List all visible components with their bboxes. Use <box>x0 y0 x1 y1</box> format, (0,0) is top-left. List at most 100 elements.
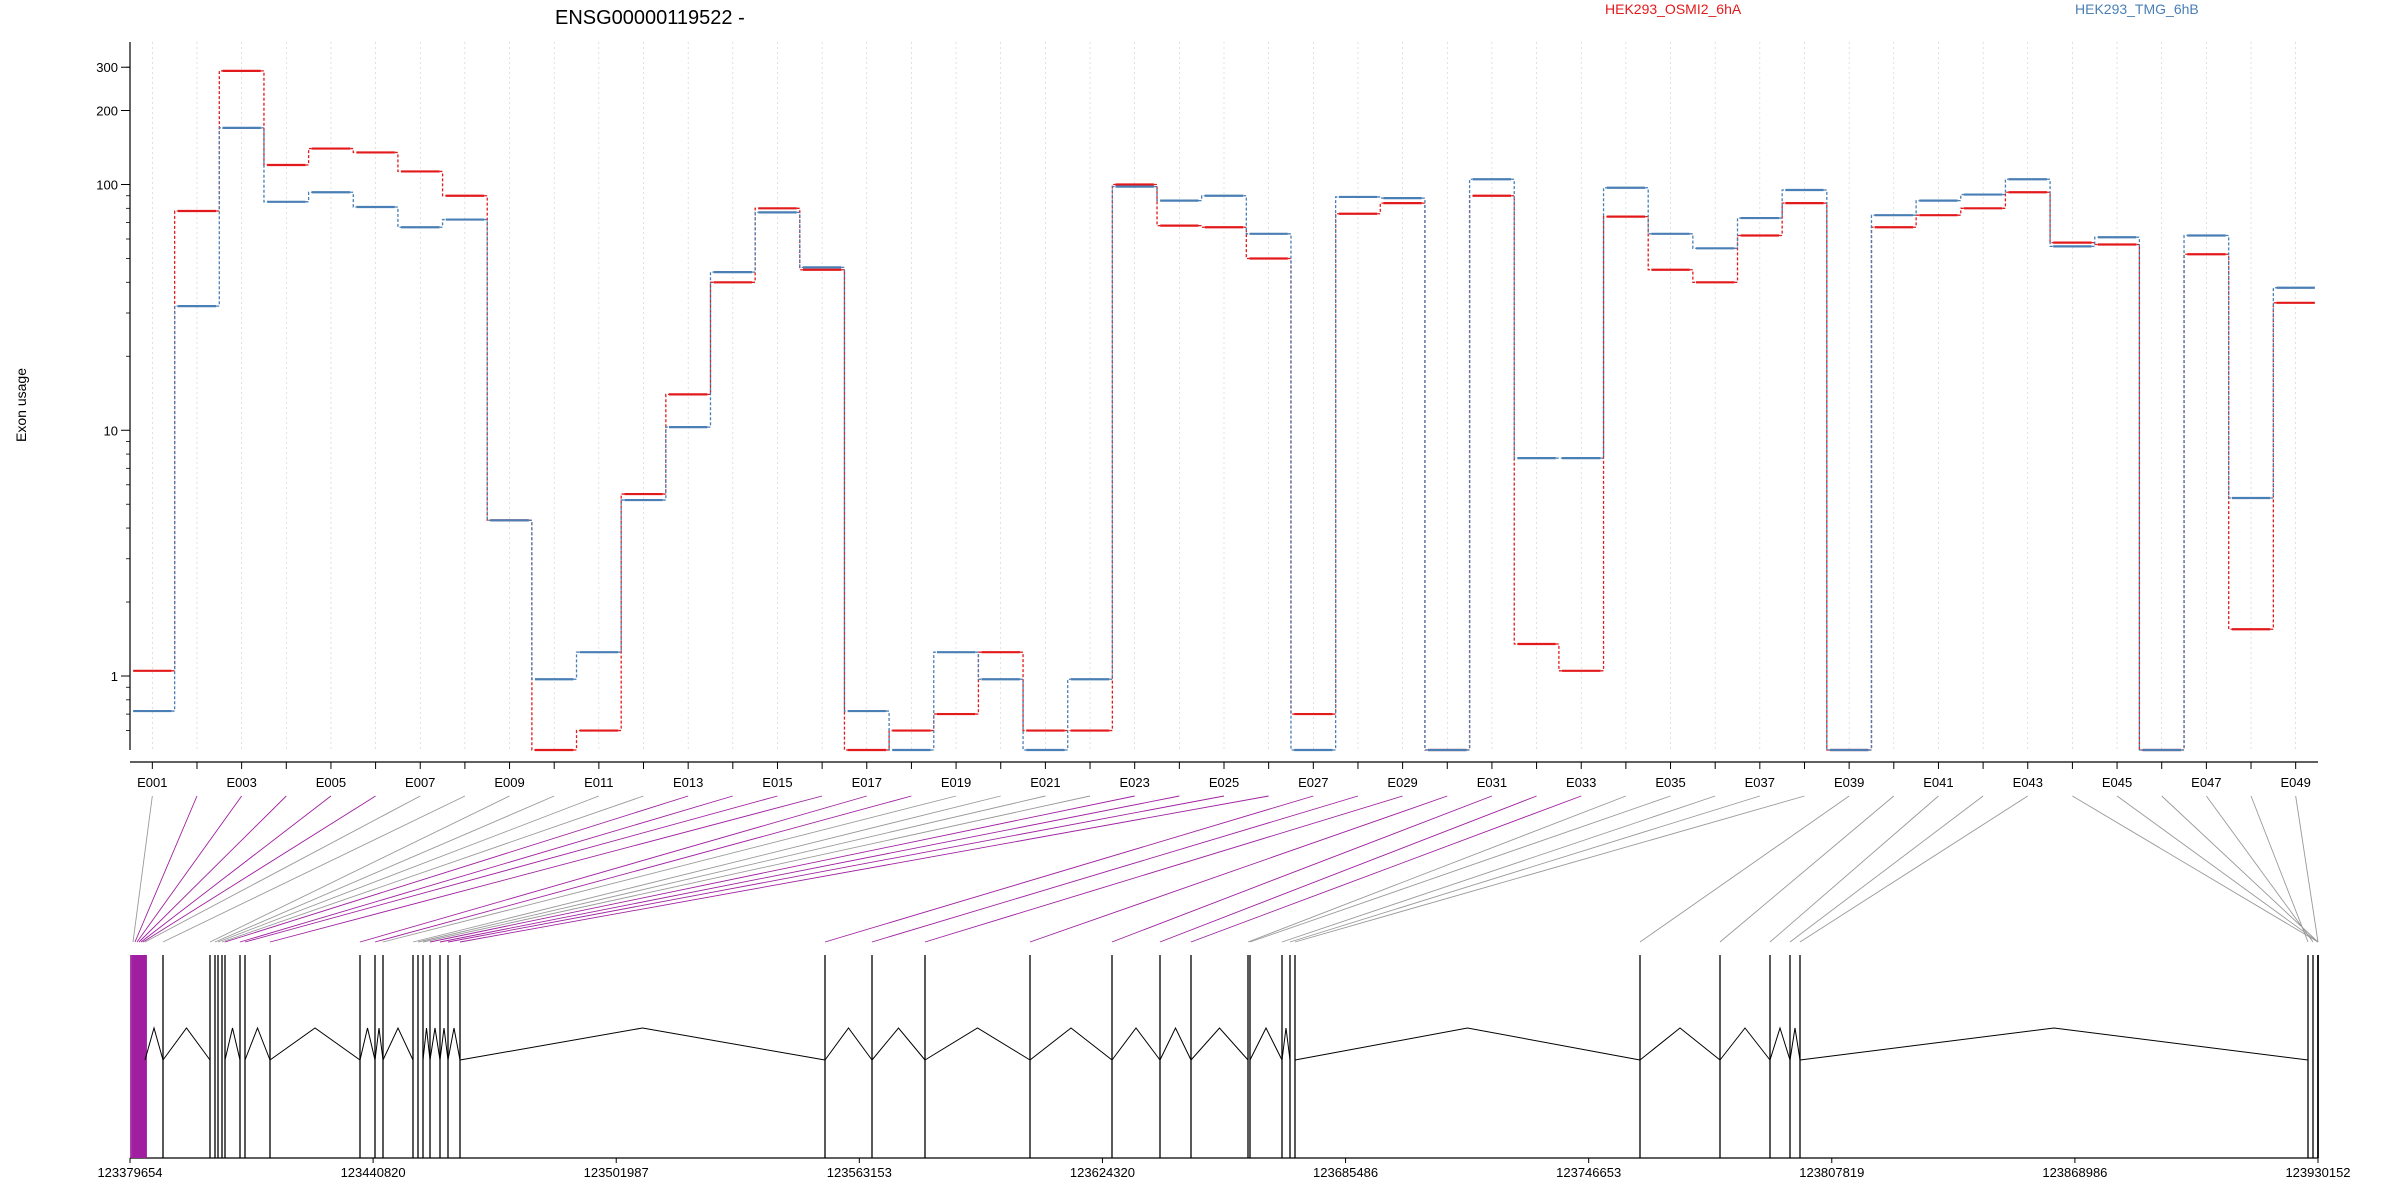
intron-line <box>871 1027 926 1061</box>
data-connector <box>618 493 625 732</box>
legend-entry-tmg: HEK293_TMG_6hB <box>2075 1 2199 17</box>
exon-connector <box>2206 795 2314 943</box>
data-connector <box>394 206 402 228</box>
data-connector <box>1332 196 1339 751</box>
genomic-tick-label: 123501987 <box>584 1165 649 1180</box>
data-connector <box>1779 189 1786 219</box>
y-tick-label: 200 <box>96 104 118 119</box>
data-connector <box>1957 207 1964 216</box>
exon-connector-highlight <box>1029 795 1448 943</box>
data-connector <box>1645 187 1652 235</box>
exon-connector <box>1294 795 1805 943</box>
data-connector <box>796 211 803 269</box>
genomic-tick-label: 123685486 <box>1313 1165 1378 1180</box>
exon-connector <box>214 795 555 943</box>
exon-connector-highlight <box>239 795 733 943</box>
x-tick-label: E047 <box>2191 775 2221 790</box>
intron-line <box>1719 1027 1771 1061</box>
data-connector <box>305 191 312 203</box>
intron-line <box>1159 1026 1192 1061</box>
genomic-tick-label: 123930152 <box>2285 1165 2350 1180</box>
x-tick-label: E041 <box>1923 775 1953 790</box>
y-tick-label: 100 <box>96 177 118 192</box>
data-connector <box>528 519 536 680</box>
data-connector <box>1734 234 1741 283</box>
intron-line <box>1294 1027 1641 1061</box>
intron-line <box>1249 1026 1283 1061</box>
intron-line <box>439 1027 449 1061</box>
x-tick-label: E013 <box>673 775 703 790</box>
intron-line <box>1639 1027 1721 1061</box>
data-connector <box>1243 226 1250 260</box>
genomic-tick-label: 123746653 <box>1556 1165 1621 1180</box>
x-tick-label: E035 <box>1655 775 1685 790</box>
intron-line <box>269 1027 361 1061</box>
exon-connector <box>1249 795 1671 943</box>
exon-connector-highlight <box>1111 795 1493 943</box>
exon-connector <box>1719 795 1895 943</box>
data-connector <box>2091 241 2098 246</box>
data-connector <box>1377 202 1384 215</box>
x-tick-label: E029 <box>1387 775 1417 790</box>
data-connector <box>573 729 580 751</box>
data-connector <box>975 651 982 680</box>
data-connector <box>1823 202 1830 751</box>
data-connector <box>662 426 669 501</box>
x-tick-label: E007 <box>405 775 435 790</box>
intron-line <box>824 1027 873 1061</box>
intron-line <box>1799 1027 2309 1061</box>
x-tick-label: E033 <box>1566 775 1596 790</box>
y-tick-label: 10 <box>104 423 118 438</box>
data-connector <box>1555 643 1563 672</box>
data-connector <box>171 210 178 672</box>
x-tick-label: E023 <box>1120 775 1150 790</box>
x-tick-label: E017 <box>852 775 882 790</box>
data-connector <box>1645 215 1652 271</box>
data-connector <box>1868 214 1875 751</box>
data-connector <box>1153 185 1161 202</box>
exon-connector-highlight <box>447 795 1225 943</box>
data-connector <box>752 207 759 283</box>
exon-connector-highlight <box>142 795 376 943</box>
intron-line <box>422 1027 431 1061</box>
exon-connector <box>2072 795 2319 943</box>
intron-line <box>1111 1027 1161 1061</box>
data-connector <box>707 281 714 395</box>
data-connector <box>2046 178 2054 248</box>
data-connector <box>618 499 625 653</box>
genomic-tick-label: 123624320 <box>1070 1165 1135 1180</box>
x-tick-label: E009 <box>494 775 524 790</box>
exon-connector-highlight <box>871 795 1359 943</box>
exon-connector <box>2250 795 2309 943</box>
exon-connector <box>217 795 600 943</box>
intron-line <box>429 1027 441 1061</box>
data-connector <box>2136 236 2143 751</box>
x-tick-label: E003 <box>226 775 256 790</box>
data-connector <box>439 170 446 197</box>
intron-line <box>1029 1027 1113 1061</box>
intron-line <box>447 1027 461 1061</box>
data-connector <box>2225 234 2232 499</box>
exon-connector <box>1247 795 1627 943</box>
data-connector <box>1511 178 1518 459</box>
x-tick-label: E037 <box>1745 775 1775 790</box>
data-connector <box>1779 202 1786 237</box>
exon-connector <box>162 795 466 943</box>
data-connector <box>1243 195 1250 235</box>
data-connector <box>1689 269 1696 283</box>
exon-connector-highlight <box>359 795 867 943</box>
data-connector <box>752 211 759 273</box>
data-connector <box>885 710 893 751</box>
x-tick-label: E005 <box>316 775 346 790</box>
legend-entry-osmi2: HEK293_OSMI2_6hA <box>1605 1 1742 17</box>
data-connector <box>1109 185 1116 680</box>
x-tick-label: E021 <box>1030 775 1060 790</box>
exon-connector <box>1281 795 1716 943</box>
data-connector <box>1377 196 1384 199</box>
exon-connector <box>417 795 1046 943</box>
genomic-tick-label: 123440820 <box>341 1165 406 1180</box>
y-tick-label: 300 <box>96 60 118 75</box>
exon-connector <box>382 795 957 943</box>
intron-line <box>924 1027 1031 1061</box>
exon-connector-highlight <box>924 795 1403 943</box>
